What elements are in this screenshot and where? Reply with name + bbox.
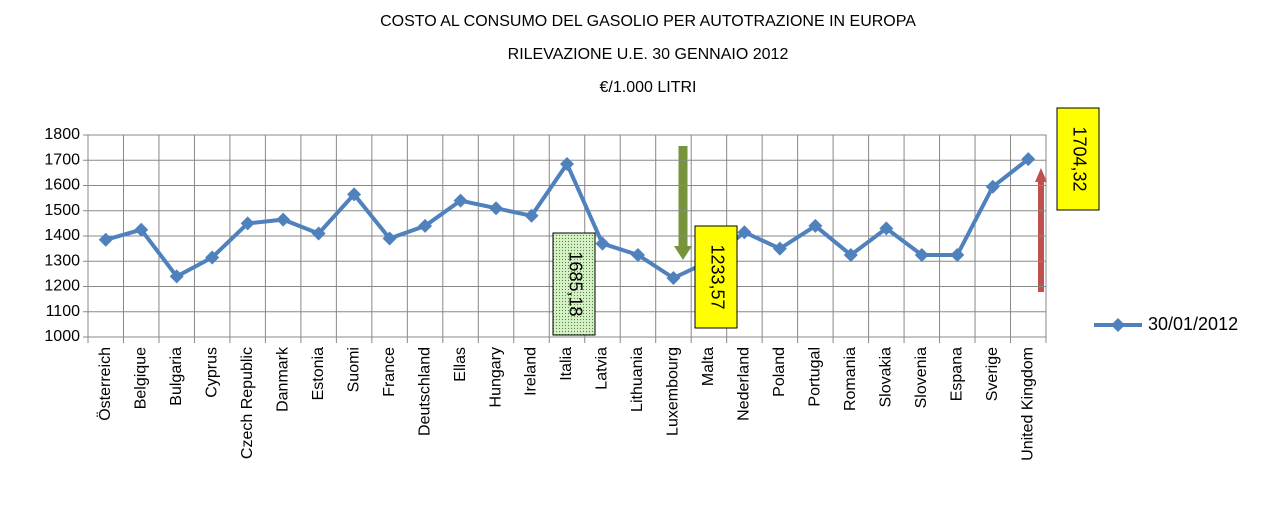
data-point [1021, 152, 1036, 167]
x-tick-label: Slovenia [913, 347, 930, 408]
x-tick-label: Estonia [310, 347, 327, 400]
data-point [985, 179, 1000, 194]
y-tick-label: 1000 [44, 328, 80, 345]
data-point [382, 231, 397, 246]
data-point [169, 269, 184, 284]
data-point [418, 218, 433, 233]
x-tick-label: Italia [558, 347, 575, 381]
data-point [666, 271, 681, 286]
data-point [489, 201, 504, 216]
x-tick-label: Latvia [594, 347, 611, 390]
x-tick-label: Deutschland [416, 347, 433, 436]
x-tick-label: Nederland [736, 347, 753, 421]
legend-label: 30/01/2012 [1148, 314, 1238, 334]
x-tick-label: Lithuania [629, 347, 646, 412]
value-label: 1233,57 [707, 244, 727, 309]
x-tick-label: Portugal [807, 347, 824, 407]
data-point [630, 247, 645, 262]
x-tick-label: United Kingdom [1019, 347, 1036, 461]
x-tick-label: France [381, 347, 398, 397]
data-point [950, 247, 965, 262]
x-tick-label: Slovakia [878, 347, 895, 408]
x-tick-label: Espana [949, 347, 966, 401]
chart-title: €/1.000 LITRI [600, 79, 697, 96]
x-tick-label: Poland [771, 347, 788, 397]
arrow-head [1035, 168, 1047, 182]
x-tick-label: Cyprus [203, 347, 220, 398]
x-tick-label: Hungary [487, 347, 504, 407]
data-point [737, 225, 752, 240]
data-point [311, 226, 326, 241]
x-tick-label: Sverige [984, 347, 1001, 401]
y-tick-label: 1100 [46, 303, 81, 320]
arrow-head [674, 246, 692, 260]
data-point [347, 187, 362, 202]
data-point [808, 218, 823, 233]
data-point [205, 250, 220, 265]
data-point [595, 236, 610, 251]
data-point [524, 208, 539, 223]
x-tick-label: Czech Republic [239, 347, 256, 459]
data-point [240, 216, 255, 231]
x-tick-label: Suomi [345, 347, 362, 392]
data-point [276, 212, 291, 227]
y-tick-label: 1600 [44, 177, 80, 194]
value-label: 1685,18 [565, 251, 585, 316]
x-tick-label: Luxembourg [665, 347, 682, 436]
value-label-box [694, 225, 738, 329]
y-tick-label: 1700 [44, 151, 80, 168]
chart-title: RILEVAZIONE U.E. 30 GENNAIO 2012 [508, 46, 789, 63]
y-tick-label: 1300 [44, 252, 80, 269]
y-tick-label: 1500 [44, 202, 80, 219]
y-tick-label: 1400 [44, 227, 80, 244]
data-point [772, 241, 787, 256]
data-point [843, 247, 858, 262]
x-tick-label: Ellas [452, 347, 469, 382]
x-tick-label: Belgique [132, 347, 149, 409]
value-label-box [552, 232, 596, 336]
value-label-box [1056, 107, 1100, 211]
x-tick-label: Ireland [523, 347, 540, 396]
data-point [453, 193, 468, 208]
x-tick-label: Romania [842, 347, 859, 411]
y-tick-label: 1800 [44, 126, 80, 143]
data-point [914, 247, 929, 262]
x-tick-label: Österreich [96, 347, 114, 421]
y-tick-label: 1200 [44, 278, 80, 295]
x-tick-label: Malta [700, 347, 717, 386]
legend-marker [1111, 318, 1125, 332]
value-label: 1704,32 [1069, 126, 1089, 191]
x-tick-label: Bulgaria [168, 347, 185, 406]
chart-title: COSTO AL CONSUMO DEL GASOLIO PER AUTOTRA… [380, 13, 916, 30]
data-point [134, 222, 149, 237]
data-point [560, 156, 574, 171]
data-point [98, 232, 113, 247]
x-tick-label: Danmark [274, 346, 291, 412]
data-point [879, 221, 894, 236]
